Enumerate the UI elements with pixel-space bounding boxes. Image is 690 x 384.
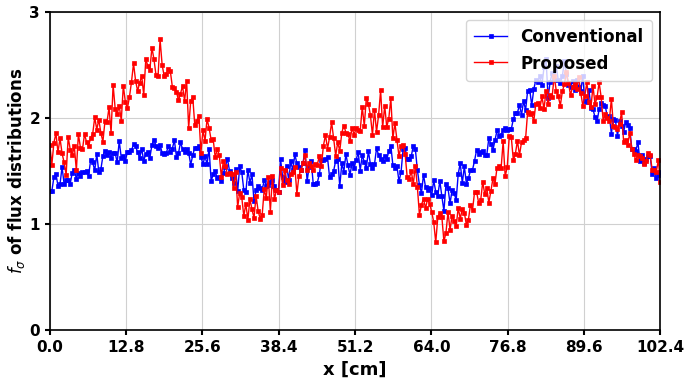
Conventional	[656, 170, 664, 174]
Conventional	[407, 154, 415, 159]
Proposed	[48, 162, 56, 167]
Conventional	[542, 56, 550, 61]
Conventional	[603, 114, 611, 119]
Conventional	[420, 172, 428, 177]
Conventional	[409, 143, 417, 148]
Proposed	[409, 182, 417, 187]
Proposed	[432, 240, 440, 245]
X-axis label: x [cm]: x [cm]	[324, 361, 387, 379]
Proposed	[46, 142, 54, 147]
Legend: Conventional, Proposed: Conventional, Proposed	[466, 20, 652, 81]
Conventional	[48, 189, 56, 193]
Proposed	[422, 206, 430, 210]
Conventional	[46, 189, 54, 193]
Proposed	[156, 37, 164, 42]
Proposed	[564, 81, 573, 86]
Proposed	[603, 116, 611, 121]
Y-axis label: $f_{\sigma}$ of flux distributions: $f_{\sigma}$ of flux distributions	[6, 68, 26, 274]
Line: Proposed: Proposed	[48, 38, 662, 244]
Proposed	[411, 163, 420, 168]
Line: Conventional: Conventional	[48, 57, 662, 213]
Conventional	[564, 83, 573, 88]
Conventional	[440, 209, 448, 213]
Proposed	[656, 180, 664, 184]
